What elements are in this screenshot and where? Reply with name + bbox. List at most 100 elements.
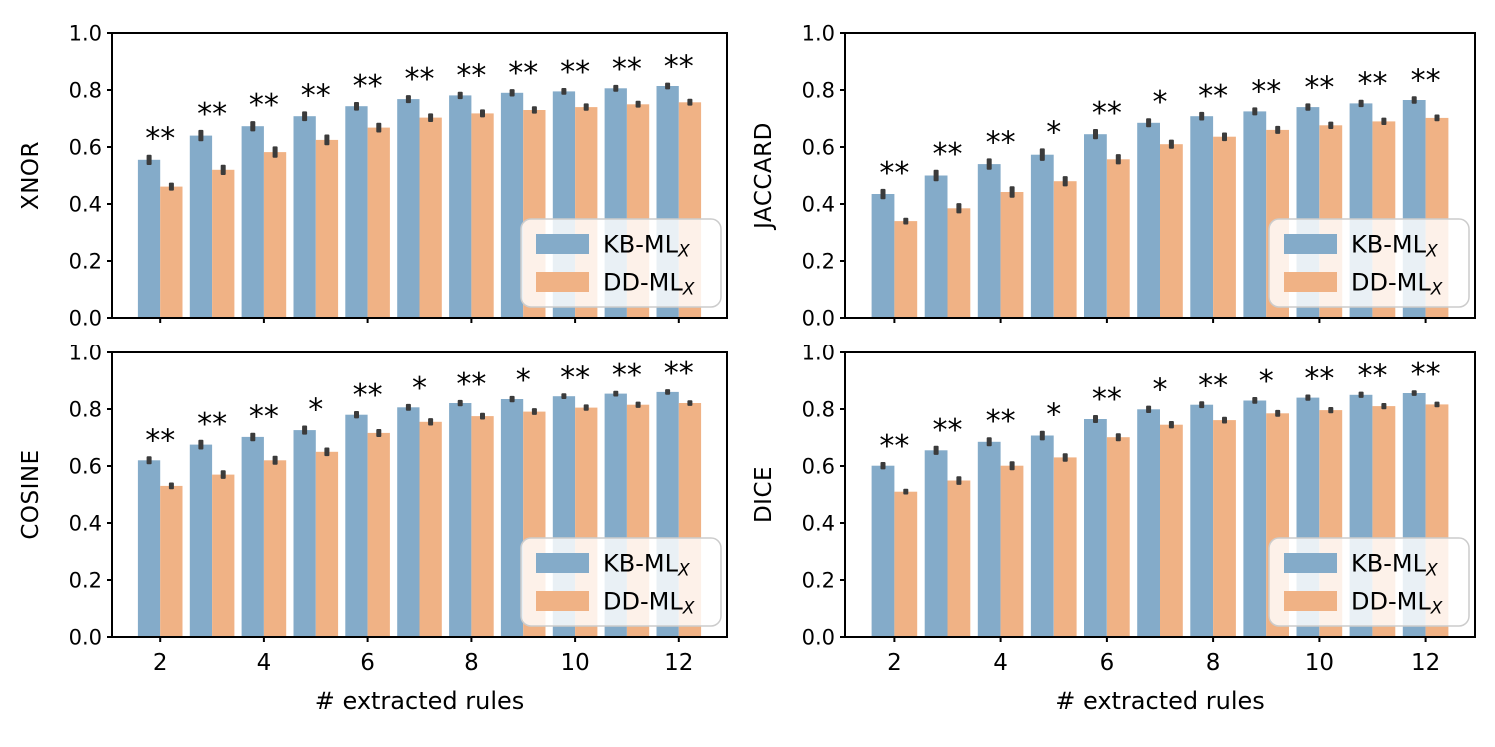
- error-bar: [1199, 401, 1205, 409]
- x-tick-label: 10: [560, 650, 589, 676]
- error-bar: [1199, 111, 1205, 121]
- significance-marker: **: [879, 156, 909, 191]
- error-bar: [376, 429, 382, 437]
- significance-marker: **: [1304, 70, 1334, 105]
- axes-frame: [111, 351, 728, 638]
- significance-marker: **: [456, 59, 486, 94]
- bar-kb: [1030, 154, 1054, 318]
- bar-dd: [263, 152, 287, 318]
- y-axis-group: 0.0 0.2 0.4 0.6 0.8 1.0: [69, 22, 111, 331]
- error-bar: [480, 109, 485, 118]
- bar-kb: [924, 175, 948, 318]
- bar-dd: [212, 474, 235, 637]
- y-tick-label: 0.8: [802, 79, 835, 103]
- significance-marker: **: [145, 423, 175, 458]
- x-tick-label: 10: [1305, 650, 1334, 676]
- bar-kb: [1030, 435, 1054, 637]
- y-tick-label: 0.8: [69, 398, 102, 422]
- error-bar: [1146, 118, 1152, 128]
- y-axis-label: JACCARD: [751, 122, 777, 231]
- error-bar: [405, 95, 411, 104]
- significance-marker: **: [664, 356, 694, 391]
- error-bar: [687, 400, 693, 406]
- error-bar: [428, 113, 434, 122]
- y-tick-label: 0.2: [802, 250, 835, 274]
- y-tick-label: 0.2: [69, 250, 102, 274]
- bar-kb: [345, 106, 368, 318]
- bar-dd: [160, 485, 183, 637]
- error-bar: [1328, 407, 1334, 414]
- error-bar: [1358, 99, 1364, 108]
- bar-kb: [293, 430, 316, 637]
- legend: KB-MLX DD-MLX: [520, 218, 722, 308]
- error-bar: [272, 455, 278, 465]
- error-bar: [1381, 117, 1387, 125]
- error-bar: [1275, 125, 1281, 134]
- significance-marker: **: [405, 62, 435, 97]
- significance-marker: **: [508, 56, 538, 91]
- error-bar: [1328, 121, 1334, 129]
- legend-label-kb: KB-MLX: [603, 550, 690, 581]
- error-bar: [1093, 129, 1098, 140]
- y-tick-label: 0.6: [802, 136, 835, 160]
- error-bar: [250, 432, 256, 442]
- legend-swatch-dd: [1284, 591, 1337, 611]
- bar-kb: [871, 194, 895, 318]
- error-bar: [687, 98, 693, 106]
- bar-dd: [471, 416, 494, 637]
- bar-kb: [137, 159, 161, 318]
- error-bar: [1411, 390, 1417, 396]
- x-tick-label: 12: [664, 650, 693, 676]
- significance-marker: **: [1092, 96, 1122, 131]
- error-bar: [665, 82, 671, 90]
- bar-kb: [1190, 116, 1214, 318]
- axes-frame: [111, 32, 728, 319]
- y-tick-label: 1.0: [69, 345, 102, 365]
- error-bar: [354, 411, 359, 419]
- error-bar: [1168, 421, 1174, 429]
- bar-kb: [1243, 111, 1267, 319]
- bar-dd: [1053, 181, 1077, 318]
- legend-label-kb: KB-MLX: [603, 231, 690, 262]
- significance-marker: **: [1358, 359, 1388, 394]
- significance-marker: **: [145, 122, 175, 157]
- error-bar: [933, 169, 939, 182]
- error-bar: [933, 445, 939, 455]
- error-bar: [250, 121, 256, 132]
- error-bar: [1434, 114, 1440, 122]
- error-bar: [1146, 405, 1152, 413]
- bar-kb: [345, 414, 368, 637]
- error-bar: [1222, 416, 1227, 424]
- bar-kb: [397, 99, 420, 318]
- bar-kb: [241, 436, 264, 637]
- legend-label-dd: DD-MLX: [1351, 269, 1443, 300]
- bars-group: [137, 391, 702, 638]
- error-bar: [1062, 176, 1068, 187]
- bar-dd: [212, 169, 235, 318]
- y-axis-label: COSINE: [18, 449, 44, 539]
- legend-label-dd: DD-MLX: [603, 269, 695, 300]
- significance-marker: **: [986, 125, 1016, 160]
- bar-kb: [189, 135, 213, 318]
- x-tick-label: 6: [1100, 650, 1115, 676]
- bar-kb: [1137, 409, 1160, 637]
- chart-jaccard: **** ** *** * ** ** ** ** **0.00.20.40.60.81.0JA…: [751, 22, 1476, 331]
- bar-dd: [1160, 424, 1183, 637]
- significance-group: ** ** ** ** ** ** ** ** ** ** **: [145, 50, 694, 157]
- y-tick-label: 0.0: [69, 626, 102, 650]
- bar-dd: [1213, 136, 1236, 318]
- error-bar: [1358, 391, 1364, 398]
- bar-dd: [1213, 420, 1236, 637]
- y-tick-label: 0.4: [802, 512, 835, 536]
- bar-kb: [871, 465, 895, 637]
- y-tick-label: 1.0: [802, 22, 835, 46]
- error-bar: [1168, 139, 1174, 149]
- significance-marker: **: [1198, 368, 1228, 403]
- error-bar: [613, 84, 619, 92]
- error-bar: [635, 100, 641, 108]
- x-tick-label: 8: [1206, 650, 1221, 676]
- error-bar: [457, 91, 463, 100]
- axes-frame: [844, 351, 1476, 638]
- significance-group: **** ** *** * ** ** ** ** **: [879, 63, 1440, 191]
- significance-marker: **: [986, 404, 1016, 439]
